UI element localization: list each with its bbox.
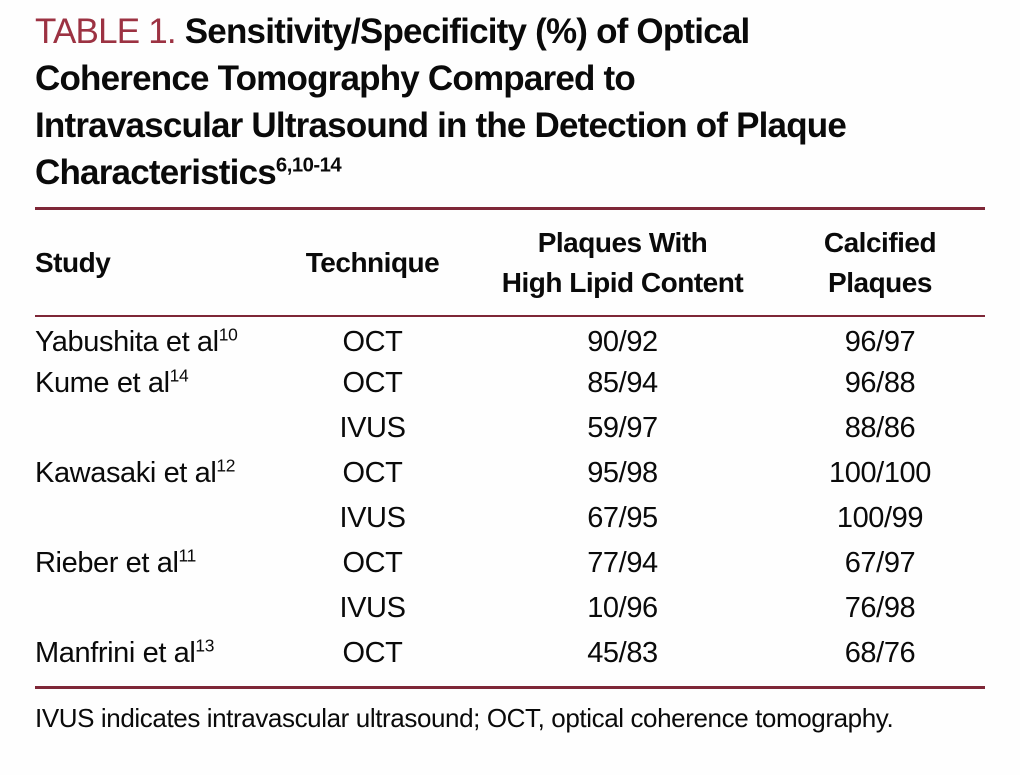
calcified-value-cell: 96/97: [844, 325, 916, 358]
calcified-value-cell: 100/100: [828, 457, 932, 489]
table-row: IVUS 59/97 88/86: [35, 406, 985, 451]
study-name: Kume et al: [35, 367, 170, 399]
technique-cell: OCT: [342, 367, 403, 399]
study-reference: 10: [218, 323, 238, 344]
table-row: IVUS 67/95 100/99: [35, 496, 985, 541]
title-line-4: Characteristics6,10-14: [35, 149, 985, 196]
lipid-value-cell: 77/94: [587, 547, 658, 579]
calcified-value-cell: 96/88: [844, 367, 916, 399]
sensitivity-specificity-table: Study Technique Plaques With High Lipid C…: [35, 210, 985, 676]
header-study: Study: [35, 210, 275, 317]
study-cell: [35, 406, 275, 451]
lipid-value-cell: 95/98: [587, 457, 658, 489]
header-lipid-line2: High Lipid Content: [501, 266, 744, 298]
study-reference: 14: [169, 365, 189, 386]
study-cell: Kawasaki et al12: [35, 451, 275, 496]
table-header: Study Technique Plaques With High Lipid C…: [35, 210, 985, 317]
table-bottom-rule: [35, 686, 985, 689]
title-line-3: Intravascular Ultrasound in the Detectio…: [35, 106, 847, 145]
study-name: Yabushita et al: [35, 325, 219, 358]
calcified-value-cell: 76/98: [844, 592, 916, 624]
calcified-value-cell: 88/86: [844, 412, 916, 444]
lipid-value-cell: 45/83: [587, 637, 658, 669]
title-reference-superscript: 6,10-14: [275, 154, 342, 177]
lipid-value-cell: 67/95: [587, 502, 658, 534]
table-body: Yabushita et al10 OCT 90/92 96/97 Kume e…: [35, 316, 985, 676]
header-row: Study Technique Plaques With High Lipid C…: [35, 210, 985, 317]
table-row: IVUS 10/96 76/98: [35, 586, 985, 631]
study-cell: [35, 586, 275, 631]
study-reference: 11: [178, 545, 197, 566]
technique-cell: OCT: [342, 457, 403, 489]
table-row: Kawasaki et al12 OCT 95/98 100/100: [35, 451, 985, 496]
header-calcified-plaques: Calcified Plaques: [775, 210, 985, 317]
study-reference: 12: [216, 455, 236, 476]
header-technique: Technique: [275, 210, 470, 317]
table-number-label: TABLE 1.: [35, 12, 177, 51]
technique-cell: OCT: [342, 637, 403, 669]
table-footnote: IVUS indicates intravascular ultrasound;…: [35, 703, 894, 733]
lipid-value-cell: 85/94: [587, 367, 658, 399]
technique-cell: IVUS: [339, 592, 406, 624]
study-name: Rieber et al: [35, 547, 179, 579]
calcified-value-cell: 68/76: [844, 637, 916, 669]
table-row: Kume et al14 OCT 85/94 96/88: [35, 361, 985, 406]
lipid-value-cell: 59/97: [587, 412, 658, 444]
study-cell: Yabushita et al10: [35, 316, 275, 361]
technique-cell: OCT: [342, 547, 403, 579]
study-reference: 13: [195, 635, 215, 656]
technique-cell: OCT: [342, 325, 403, 358]
study-cell: Rieber et al11: [35, 541, 275, 586]
header-lipid-plaques: Plaques With High Lipid Content: [470, 210, 775, 317]
title-line-1-text: Sensitivity/Specificity (%) of Optical: [184, 12, 751, 51]
table-row: Manfrini et al13 OCT 45/83 68/76: [35, 631, 985, 676]
table-row: Rieber et al11 OCT 77/94 67/97: [35, 541, 985, 586]
title-line-1: TABLE 1. Sensitivity/Specificity (%) of …: [35, 8, 985, 55]
study-name: Manfrini et al: [35, 637, 196, 669]
study-name: Kawasaki et al: [35, 457, 217, 489]
calcified-value-cell: 67/97: [844, 547, 916, 579]
table-row: Yabushita et al10 OCT 90/92 96/97: [35, 316, 985, 361]
study-cell: [35, 496, 275, 541]
title-line-2: Coherence Tomography Compared to: [35, 59, 636, 98]
lipid-value-cell: 10/96: [587, 592, 658, 624]
header-calcified-line2: Plaques: [828, 266, 932, 298]
header-lipid-line1: Plaques With: [537, 226, 708, 258]
study-cell: Manfrini et al13: [35, 631, 275, 676]
study-cell: Kume et al14: [35, 361, 275, 406]
title-divider-rule: [35, 207, 985, 210]
table-title: TABLE 1. Sensitivity/Specificity (%) of …: [35, 8, 985, 196]
title-line-4-text: Characteristics: [35, 153, 277, 192]
technique-cell: IVUS: [339, 412, 406, 444]
technique-cell: IVUS: [339, 502, 406, 534]
header-calcified-line1: Calcified: [823, 226, 937, 258]
calcified-value-cell: 100/99: [836, 502, 924, 534]
lipid-value-cell: 90/92: [587, 325, 658, 358]
